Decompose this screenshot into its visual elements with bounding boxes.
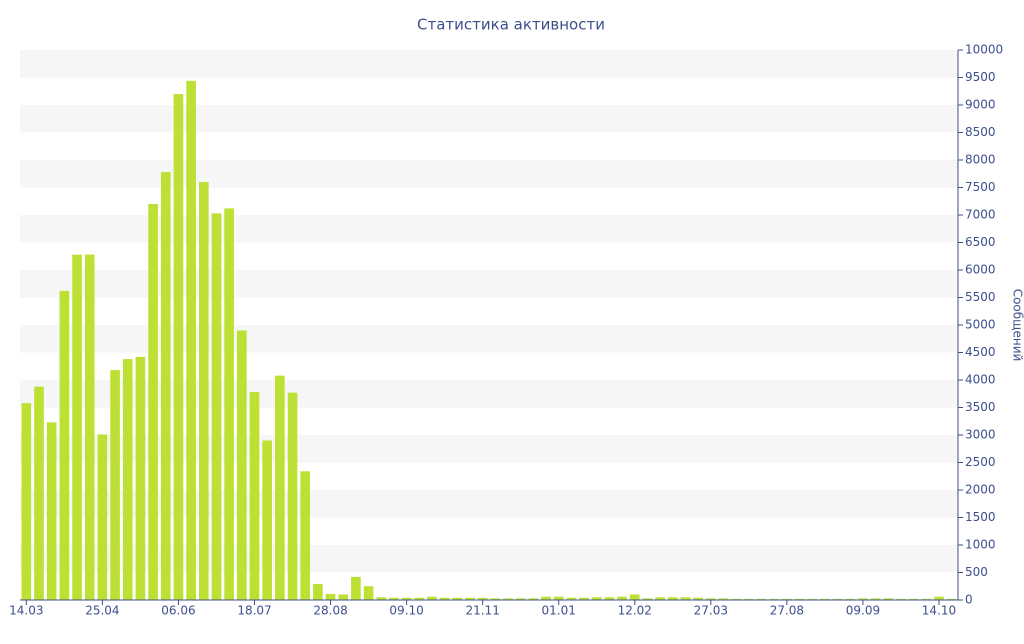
x-tick-label: 18.07: [237, 604, 271, 618]
bar: [212, 213, 222, 600]
x-tick-label: 01.01: [542, 604, 576, 618]
bar: [136, 357, 146, 600]
grid-band: [20, 490, 958, 518]
grid-band: [20, 50, 958, 78]
y-tick-label: 6500: [965, 235, 996, 249]
y-tick-label: 5500: [965, 290, 996, 304]
grid-band: [20, 105, 958, 133]
bar: [186, 81, 196, 600]
y-tick-label: 6000: [965, 263, 996, 277]
y-tick-label: 2500: [965, 455, 996, 469]
y-tick-label: 8500: [965, 125, 996, 139]
bar: [338, 595, 348, 601]
grid-band: [20, 435, 958, 463]
y-tick-label: 3000: [965, 428, 996, 442]
bar: [630, 595, 640, 601]
y-tick-label: 7000: [965, 208, 996, 222]
y-tick-label: 9500: [965, 70, 996, 84]
bar: [60, 291, 70, 600]
y-tick-label: 2000: [965, 483, 996, 497]
bar: [262, 441, 272, 601]
bar: [148, 204, 158, 600]
bar: [85, 255, 95, 600]
x-tick-label: 21.11: [465, 604, 499, 618]
y-tick-label: 9000: [965, 98, 996, 112]
bar: [47, 422, 57, 600]
x-tick-label: 25.04: [85, 604, 119, 618]
bar: [34, 387, 44, 600]
bar: [326, 594, 336, 600]
bar: [275, 376, 285, 600]
y-tick-label: 0: [965, 593, 973, 607]
x-tick-label: 06.06: [161, 604, 195, 618]
bar: [237, 331, 247, 601]
x-tick-label: 27.08: [770, 604, 804, 618]
y-tick-label: 4000: [965, 373, 996, 387]
y-tick-label: 10000: [965, 43, 1003, 57]
bar: [161, 172, 171, 600]
y-axis-label: Сообщений: [1011, 289, 1024, 362]
x-tick-label: 09.09: [846, 604, 880, 618]
grid-band: [20, 215, 958, 243]
y-tick-label: 8000: [965, 153, 996, 167]
y-tick-label: 3500: [965, 400, 996, 414]
grid-band: [20, 160, 958, 188]
bar: [250, 392, 260, 600]
y-tick-label: 4500: [965, 345, 996, 359]
bar: [300, 471, 310, 600]
y-tick-label: 7500: [965, 180, 996, 194]
x-tick-label: 28.08: [313, 604, 347, 618]
bar: [288, 393, 298, 600]
y-tick-label: 1500: [965, 510, 996, 524]
x-tick-label: 14.03: [9, 604, 43, 618]
y-tick-label: 1000: [965, 538, 996, 552]
bar: [199, 182, 209, 600]
x-tick-label: 27.03: [694, 604, 728, 618]
y-tick-label: 5000: [965, 318, 996, 332]
grid-band: [20, 545, 958, 573]
chart-title: Статистика активности: [417, 16, 605, 34]
x-tick-label: 12.02: [618, 604, 652, 618]
bar: [174, 94, 184, 600]
bar: [364, 586, 374, 600]
bar: [123, 359, 133, 600]
bar: [351, 577, 361, 600]
bar: [98, 434, 108, 600]
x-tick-label: 09.10: [389, 604, 423, 618]
bar: [313, 584, 323, 600]
bar: [110, 370, 120, 600]
x-tick-label: 14.10: [922, 604, 956, 618]
bar: [224, 208, 234, 600]
y-tick-label: 500: [965, 565, 988, 579]
bar: [22, 403, 32, 600]
grid-band: [20, 380, 958, 408]
grid-band: [20, 270, 958, 298]
bar: [72, 255, 82, 600]
grid-band: [20, 325, 958, 353]
